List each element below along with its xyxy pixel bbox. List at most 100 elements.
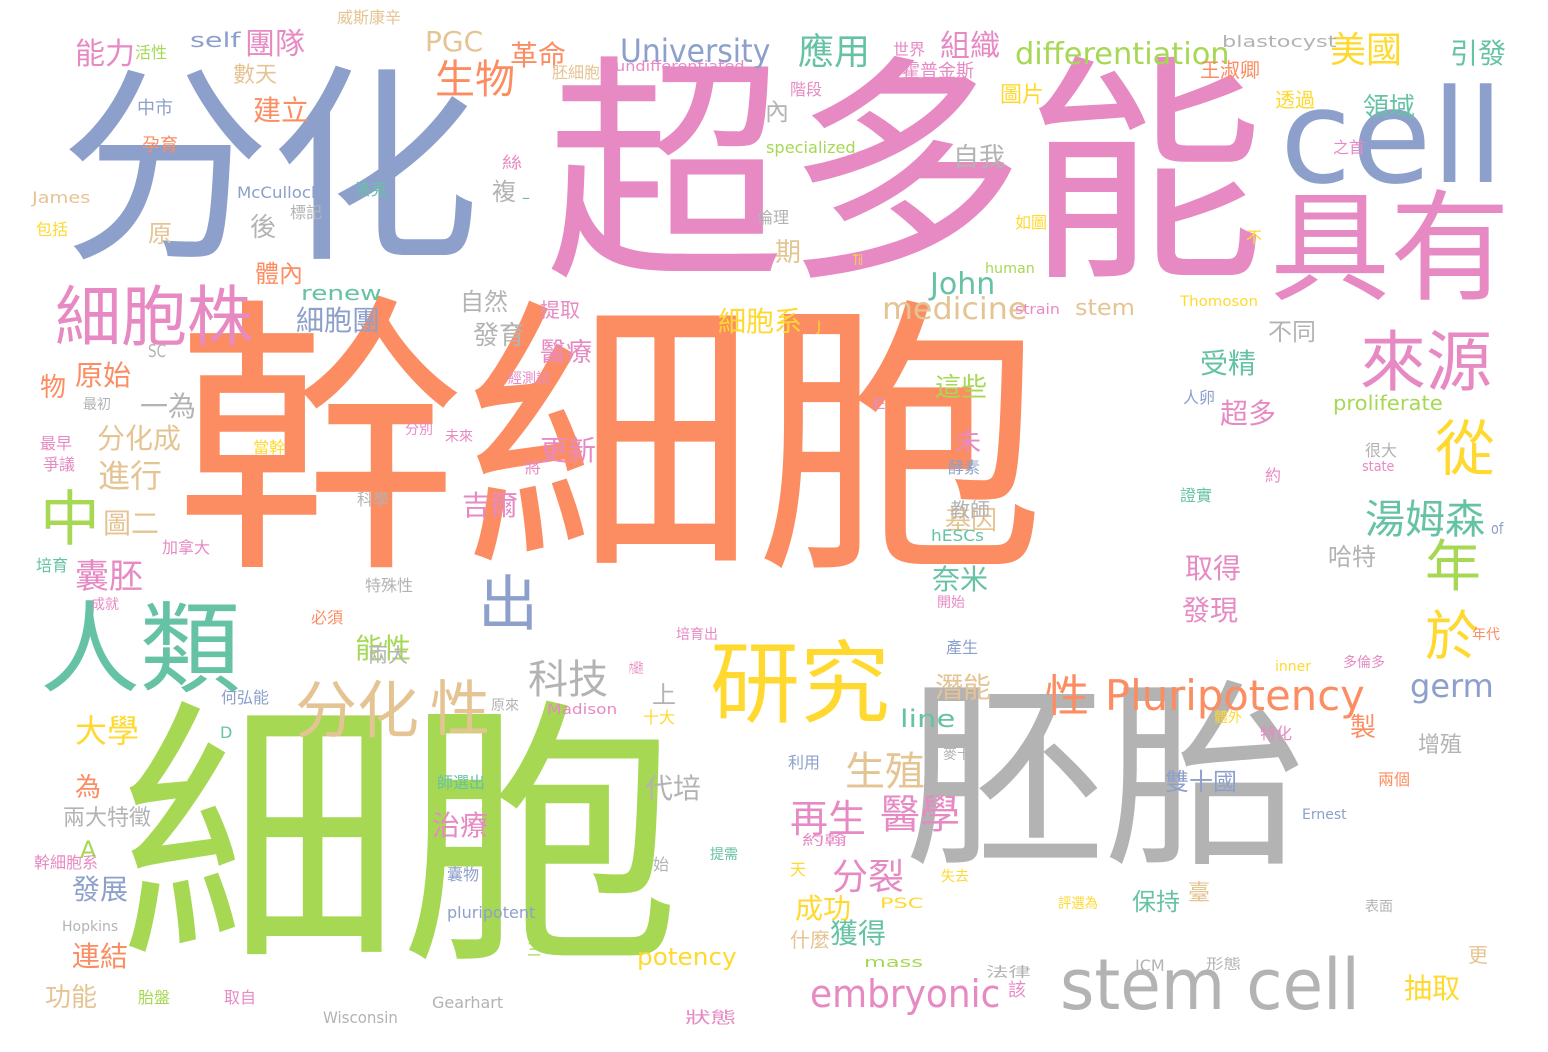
cloud-word: 上 (652, 681, 676, 709)
cloud-word: 加拿大 (162, 538, 211, 557)
cloud-word: 教師 (950, 498, 990, 522)
cloud-word: Pluripotency (1105, 671, 1365, 720)
cloud-word: 進行 (98, 457, 163, 495)
cloud-word: 標記 (290, 203, 323, 222)
cloud-word: of (1491, 519, 1504, 538)
cloud-word: 抽取 (1404, 972, 1461, 1005)
cloud-word: 從 (1435, 415, 1495, 485)
cloud-word: embryonic (810, 972, 1001, 1016)
cloud-word: 細胞系 (718, 305, 803, 338)
cloud-word: 何弘能 (221, 688, 270, 707)
cloud-word: 代培 (645, 772, 702, 805)
cloud-word: 天 (790, 860, 807, 879)
cloud-word: 當幹 (253, 438, 286, 457)
cloud-word: mass (864, 955, 923, 971)
cloud-word: 分別 (405, 422, 433, 438)
cloud-word: A (80, 836, 97, 864)
cloud-word: 未 (955, 428, 982, 458)
cloud-word: stem (1075, 296, 1136, 321)
cloud-word: 更 (1468, 943, 1488, 967)
cloud-word: 分化 (295, 674, 420, 747)
cloud-word: hESCs (931, 526, 984, 545)
cloud-word: 生殖 (845, 749, 925, 795)
cloud-word: 研究 (710, 632, 890, 737)
cloud-word: 領域 (1363, 93, 1416, 123)
cloud-word: John (930, 267, 996, 302)
cloud-word: 開始 (937, 595, 965, 611)
cloud-word: proliferate (1333, 391, 1443, 415)
cloud-word: 胚胎 (905, 663, 1306, 896)
cloud-word: 基因 (945, 506, 998, 536)
cloud-word: self (190, 28, 241, 52)
cloud-word: 內 (765, 98, 789, 126)
cloud-word: D (220, 723, 233, 742)
cloud-word: blastocyst (1222, 32, 1337, 51)
cloud-word: 細胞團 (296, 304, 381, 337)
cloud-word: 特化 (1260, 724, 1293, 743)
cloud-word: 分裂 (832, 857, 905, 898)
cloud-word: 數天 (233, 63, 278, 88)
cloud-word: inner (1275, 659, 1312, 675)
cloud-word: 很大 (1365, 441, 1398, 460)
cloud-word: 師選出 (437, 773, 486, 792)
cloud-word: 超多 (1220, 397, 1277, 430)
cloud-word: line (900, 705, 956, 733)
cloud-word: Ernest (1302, 807, 1347, 823)
cloud-word: potency (637, 943, 737, 971)
cloud-word: 內細胞 (629, 661, 643, 677)
cloud-word: Thomoson (1180, 294, 1258, 310)
cloud-word: 經測試 (508, 371, 550, 387)
cloud-word: 醫學 (880, 792, 960, 838)
cloud-word: 年代 (1472, 627, 1500, 643)
cloud-word: 囊物 (447, 865, 480, 884)
cloud-word: medicine (882, 292, 1028, 327)
cloud-word: 十大 (643, 708, 676, 727)
cloud-word: 兩大特徵 (63, 806, 152, 831)
cloud-word: 性 (430, 675, 490, 745)
cloud-word: 利用 (788, 753, 821, 772)
cloud-word: 更新 (540, 434, 597, 467)
cloud-word: 幹細胞 (175, 276, 1045, 613)
cloud-word: 失去 (941, 869, 969, 885)
cloud-word: 囊胚 (75, 557, 143, 597)
cloud-word: 引發 (1450, 37, 1507, 70)
cloud-word: 必須 (311, 608, 344, 627)
cloud-word: 酵素 (948, 458, 981, 477)
cloud-word: 年 (1425, 535, 1481, 600)
cloud-word: 未來 (445, 429, 473, 445)
cloud-word: 最早 (40, 434, 73, 453)
cloud-word: 分化 (60, 47, 481, 292)
cloud-word: 法律 (986, 965, 1031, 981)
cloud-word: 表面 (1365, 899, 1393, 915)
cloud-word: 形態 (1206, 957, 1241, 973)
cloud-word: 之首 (1333, 138, 1366, 157)
cloud-word: 科學 (357, 490, 390, 509)
cloud-word: 獲得 (830, 917, 887, 950)
cloud-word: E (872, 397, 887, 413)
cloud-word: Gearhart (432, 993, 504, 1012)
cloud-word: pluripotent (447, 903, 536, 922)
cloud-word: 治療 (432, 809, 489, 842)
cloud-word: 取自 (224, 988, 257, 1007)
cloud-word: 建立 (253, 94, 310, 127)
cloud-word: 潛能 (935, 671, 992, 704)
cloud-word: 成功 (795, 892, 852, 925)
cloud-word: differentiation (1015, 37, 1230, 72)
cloud-word: 再生 (790, 797, 867, 841)
cloud-word: – (522, 188, 530, 207)
cloud-word: renew (301, 281, 382, 305)
cloud-word: 活性 (135, 43, 168, 62)
cloud-word: 取得 (1185, 552, 1242, 585)
cloud-word: 物 (40, 373, 67, 403)
cloud-word: 如圖 (1015, 213, 1048, 232)
cloud-word: 生物 (435, 57, 515, 103)
cloud-word: 狀態 (685, 1008, 737, 1027)
cloud-word: 哈特 (1328, 543, 1376, 571)
cloud-word: 期 (775, 238, 802, 268)
cloud-word: 於 (1425, 605, 1479, 668)
cloud-word: 原來 (491, 698, 519, 714)
cloud-word: PSC (880, 896, 924, 912)
cloud-word: 出 (478, 570, 538, 640)
cloud-word: 增殖 (1418, 733, 1463, 758)
